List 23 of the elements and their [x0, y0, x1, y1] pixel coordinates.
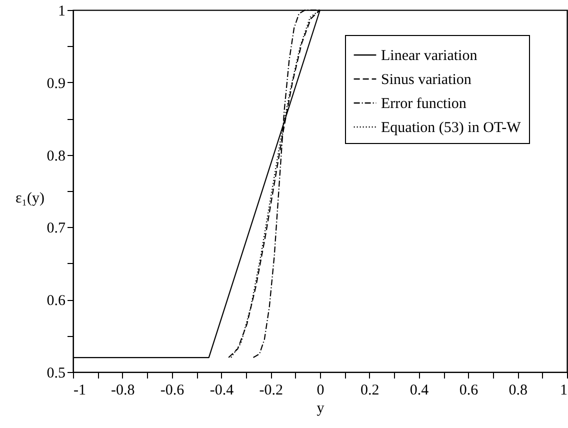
y-tick-label: 0.6	[46, 293, 66, 310]
y-tick-label: 0.7	[46, 220, 66, 237]
x-tick-label: 0.2	[360, 382, 380, 398]
x-axis-title: y	[316, 400, 325, 416]
x-tick-label: -1	[74, 382, 86, 398]
x-tick-label: -0.8	[111, 382, 135, 398]
legend-label: Equation (53) in OT-W	[381, 120, 522, 136]
legend-label: Sinus variation	[381, 72, 472, 88]
x-tick-label: -0.2	[259, 382, 283, 398]
x-tick-label: 0.8	[508, 382, 528, 398]
y-tick-label: 0.5	[46, 366, 66, 382]
y-tick-label: 1	[58, 4, 66, 20]
x-tick-label: 1	[560, 382, 568, 398]
y-tick-label: 0.9	[46, 76, 66, 92]
legend-label: Linear variation	[381, 48, 478, 64]
x-tick-label: -0.6	[160, 382, 185, 398]
x-tick-label: 0	[316, 382, 324, 398]
legend-label: Error function	[381, 96, 467, 112]
y-tick-label: 0.8	[46, 148, 66, 164]
y-axis-title: ε₁(y)	[16, 190, 45, 206]
x-tick-label: -0.4	[210, 382, 234, 398]
x-tick-label: 0.6	[459, 382, 479, 398]
x-tick-label: 0.4	[410, 382, 430, 398]
